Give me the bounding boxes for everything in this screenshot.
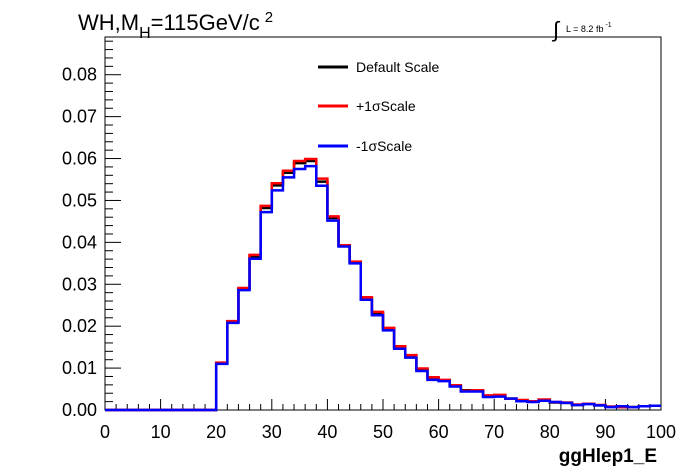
axes: 0 10 20 30 40 50 60 70 80 90 100 0.00 0.01 0.02 0.03 0.…: [62, 40, 676, 442]
y-tick-label: 0.03: [62, 274, 97, 294]
y-tick-label: 0.07: [62, 107, 97, 127]
lumi-text: L = 8.2 fb: [566, 24, 603, 34]
x-axis-label: ggHlep1_E: [559, 446, 657, 467]
x-tick-label: 10: [151, 422, 171, 442]
series--1-scale: [105, 164, 661, 412]
x-tick-label: 90: [595, 422, 615, 442]
lumi-label: L = 8.2 fb -1: [566, 22, 612, 34]
x-tick-label: 40: [317, 422, 337, 442]
y-tick-label: 0.08: [62, 65, 97, 85]
legend-label-plus: +1σScale: [356, 98, 416, 114]
x-tick-label: 20: [206, 422, 226, 442]
integral-symbol: ∫: [551, 17, 561, 42]
y-tick-label: 0.00: [62, 400, 97, 420]
y-tick-label: 0.06: [62, 149, 97, 169]
x-tick-label: 70: [484, 422, 504, 442]
chart-title: WH,MH=115GeV/c 2: [78, 9, 273, 42]
lumi-annotation: ∫ L = 8.2 fb -1: [551, 17, 612, 42]
x-tick-label: 50: [373, 422, 393, 442]
title-sup: 2: [265, 9, 273, 26]
title-sub: H: [139, 25, 151, 42]
title-rest: =115GeV/c: [151, 10, 260, 35]
legend: Default Scale +1σScale -1σScale: [318, 59, 439, 154]
y-tick-label: 0.04: [62, 232, 97, 252]
series-layer: [105, 157, 661, 412]
y-tick-label: 0.05: [62, 190, 97, 210]
x-tick-label: 100: [646, 422, 676, 442]
x-tick-label: 80: [540, 422, 560, 442]
title-main: WH,M: [78, 10, 139, 35]
x-tick-label: 30: [262, 422, 282, 442]
legend-label-default: Default Scale: [356, 59, 439, 75]
y-tick-label: 0.02: [62, 316, 97, 336]
lumi-sup: -1: [605, 22, 611, 29]
legend-label-minus: -1σScale: [356, 138, 412, 154]
y-tick-label: 0.01: [62, 358, 97, 378]
x-tick-label: 60: [429, 422, 449, 442]
x-tick-label: 0: [100, 422, 110, 442]
